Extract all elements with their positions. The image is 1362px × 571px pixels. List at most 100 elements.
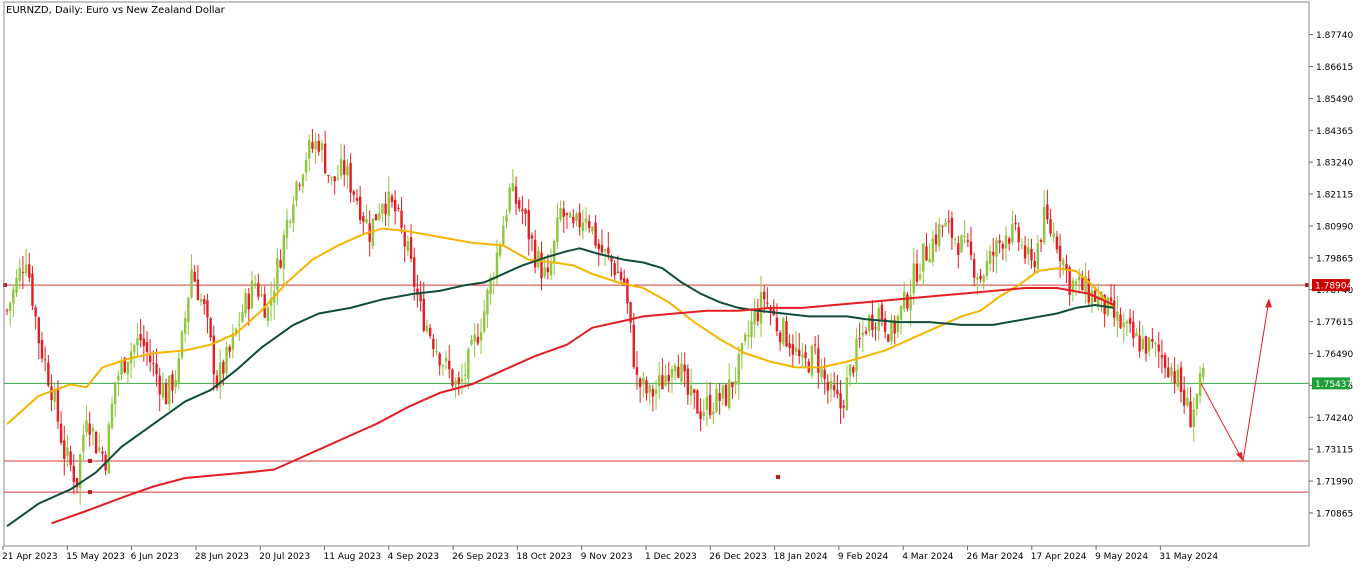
candle-body bbox=[161, 384, 165, 398]
marker-square bbox=[776, 475, 780, 479]
candle-body bbox=[75, 477, 79, 488]
y-tick-label: 1.74240 bbox=[1316, 414, 1353, 424]
candle-body bbox=[518, 200, 521, 209]
candle-body bbox=[966, 240, 970, 242]
candle-body bbox=[845, 377, 849, 411]
candle-body bbox=[78, 454, 82, 488]
price-labels: 1.78904 1.75437 bbox=[1312, 279, 1352, 390]
candle-body bbox=[1179, 367, 1183, 393]
candle-body bbox=[136, 338, 139, 346]
candle-body bbox=[63, 440, 66, 459]
candle-body bbox=[419, 292, 422, 302]
candle-body bbox=[540, 252, 543, 279]
candle-body bbox=[543, 267, 546, 277]
candle-body bbox=[190, 269, 193, 298]
candle-body bbox=[597, 243, 600, 250]
candle-body bbox=[588, 221, 591, 229]
candle-body bbox=[801, 354, 804, 358]
candle-body bbox=[1027, 247, 1030, 255]
candle-body bbox=[34, 307, 37, 317]
candle-body bbox=[282, 234, 285, 269]
candle-body bbox=[721, 385, 725, 399]
candle-body bbox=[922, 243, 925, 272]
candle-body bbox=[680, 363, 683, 382]
candle-body bbox=[909, 295, 912, 311]
candle-body bbox=[101, 451, 104, 454]
y-tick-label: 1.84365 bbox=[1316, 127, 1353, 137]
candle-body bbox=[804, 352, 807, 359]
candle-body bbox=[56, 387, 60, 422]
candle-body bbox=[454, 380, 457, 385]
candle-body bbox=[12, 289, 15, 304]
candle-body bbox=[1103, 294, 1106, 315]
candle-body bbox=[1163, 354, 1167, 368]
candle-body bbox=[241, 312, 244, 322]
candle-body bbox=[5, 310, 9, 312]
x-tick-label: 18 Oct 2023 bbox=[516, 552, 572, 562]
candle-body bbox=[988, 251, 992, 264]
candle-body bbox=[59, 423, 63, 443]
candle-body bbox=[301, 174, 305, 187]
candle-body bbox=[1195, 393, 1199, 409]
candle-body bbox=[1119, 314, 1122, 328]
candle-body bbox=[311, 142, 314, 149]
candle-body bbox=[403, 229, 406, 247]
candle-body bbox=[463, 374, 467, 376]
candle-body bbox=[950, 217, 954, 239]
candle-body bbox=[756, 312, 760, 322]
y-tick-label: 1.87740 bbox=[1316, 31, 1353, 41]
candle-body bbox=[931, 238, 935, 262]
candle-body bbox=[441, 365, 445, 367]
candle-body bbox=[985, 260, 989, 276]
candle-body bbox=[492, 278, 495, 280]
candle-body bbox=[390, 195, 394, 203]
candle-body bbox=[120, 361, 123, 375]
marker-square bbox=[3, 283, 7, 288]
candle-body bbox=[473, 334, 476, 342]
candle-body bbox=[766, 302, 769, 304]
candle-body bbox=[1004, 235, 1008, 249]
candle-body bbox=[747, 335, 750, 337]
candle-body bbox=[906, 294, 909, 309]
candle-body bbox=[298, 184, 301, 186]
candle-body bbox=[209, 318, 212, 338]
x-tick-label: 9 May 2024 bbox=[1095, 552, 1148, 562]
candle-body bbox=[673, 365, 677, 372]
candle-body bbox=[829, 381, 833, 390]
candle-body bbox=[343, 160, 346, 175]
candle-body bbox=[320, 143, 324, 151]
candle-body bbox=[1167, 367, 1170, 378]
candle-body bbox=[610, 256, 613, 262]
marker-square bbox=[1305, 283, 1309, 288]
candle-body bbox=[457, 377, 460, 385]
candle-body bbox=[778, 332, 782, 343]
candle-body bbox=[1176, 369, 1180, 387]
y-tick-label: 1.83240 bbox=[1316, 159, 1353, 169]
candle-body bbox=[826, 382, 830, 391]
candle-body bbox=[203, 299, 206, 305]
candle-body bbox=[145, 342, 149, 352]
candle-body bbox=[880, 304, 884, 322]
x-tick-label: 21 Apr 2023 bbox=[2, 552, 58, 562]
candle-body bbox=[218, 362, 222, 387]
candle-body bbox=[1046, 204, 1049, 220]
candle-body bbox=[1068, 267, 1071, 295]
plot-border bbox=[3, 1, 1310, 547]
candle-body bbox=[521, 209, 524, 212]
candle-body bbox=[661, 375, 664, 390]
candle-body bbox=[502, 225, 505, 247]
candle-body bbox=[206, 300, 209, 318]
chart-title: EURNZD, Daily: Euro vs New Zealand Dolla… bbox=[6, 5, 226, 16]
candle-body bbox=[451, 369, 454, 386]
candle-body bbox=[903, 291, 906, 309]
candle-body bbox=[238, 324, 241, 326]
candle-body bbox=[1062, 259, 1065, 266]
candle-body bbox=[813, 344, 817, 346]
candle-body bbox=[559, 208, 562, 220]
candle-body bbox=[957, 243, 960, 256]
candle-body bbox=[724, 384, 728, 406]
candle-body bbox=[642, 378, 645, 385]
x-tick-label: 26 Mar 2024 bbox=[967, 552, 1024, 562]
